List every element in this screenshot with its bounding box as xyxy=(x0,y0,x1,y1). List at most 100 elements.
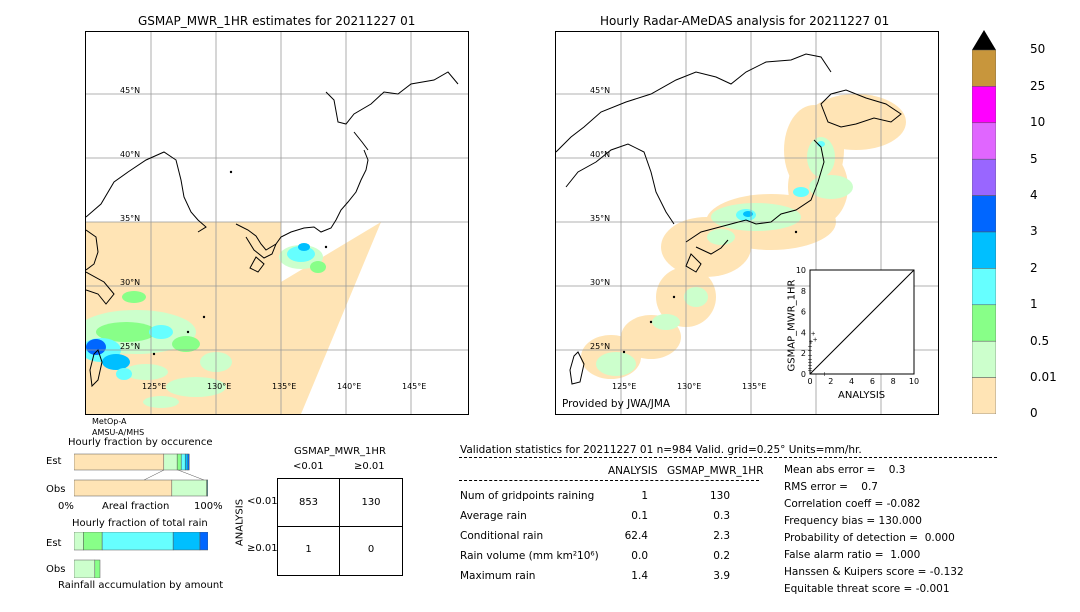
scatter-point: + xyxy=(807,352,812,359)
scatter-point: + xyxy=(807,356,812,363)
occurrence-connector xyxy=(143,469,165,481)
row-label-5: Maximum rain xyxy=(460,570,536,582)
scatter-ylabel: GSMAP_MWR_1HR xyxy=(786,279,798,372)
occurrence-bar-segment xyxy=(176,453,182,471)
cb-label-10: 10 xyxy=(1030,115,1046,129)
occurrence-bar-segment xyxy=(73,479,173,497)
colorbar-segment xyxy=(971,158,997,196)
left-lat-35: 35°N xyxy=(120,214,141,223)
cb-label-0: 0 xyxy=(1030,406,1038,420)
right-lat-30: 30°N xyxy=(590,278,611,287)
left-lat-25: 25°N xyxy=(120,342,141,351)
occurrence-bar-segment xyxy=(184,453,189,471)
colorbar-segment xyxy=(971,122,997,160)
contingency-row-2: ≥0.01 xyxy=(247,543,278,554)
left-map-title: GSMAP_MWR_1HR estimates for 20211227 01 xyxy=(138,14,416,28)
sensor-line-1: MetOp-A xyxy=(92,417,127,426)
scatter-point: + xyxy=(807,348,812,355)
colorbar-segment xyxy=(971,231,997,269)
score-7: Hanssen & Kuipers score = -0.132 xyxy=(784,566,964,578)
left-lon-145: 145°E xyxy=(402,382,427,391)
total-rain-bars xyxy=(73,531,209,579)
validation-col-gsmap: GSMAP_MWR_1HR xyxy=(667,465,764,477)
row-gsmap-2: 0.3 xyxy=(713,510,730,522)
left-lat-45: 45°N xyxy=(120,86,141,95)
scatter-xtick: 0 xyxy=(807,377,812,386)
colorbar-segment xyxy=(971,304,997,342)
scatter-ytick: 10 xyxy=(796,266,806,275)
cell-01: 130 xyxy=(361,497,381,508)
cb-label-2: 2 xyxy=(1030,261,1038,275)
colorbar-canvas xyxy=(971,30,997,415)
rain-blobs-left xyxy=(86,243,326,408)
cb-label-4: 4 xyxy=(1030,188,1038,202)
cell-11: 0 xyxy=(367,544,375,555)
sensor-line-2: AMSU-A/MHS xyxy=(92,428,145,437)
total-rain-est-label: Est xyxy=(46,538,62,549)
scatter-xtick: 10 xyxy=(909,377,919,386)
scatter-point: + xyxy=(807,368,812,375)
scatter-point: + xyxy=(811,330,816,337)
row-gsmap-1: 130 xyxy=(709,490,730,502)
validation-subdivider xyxy=(459,480,759,481)
occurrence-connector xyxy=(177,469,205,481)
colorbar-segment xyxy=(971,86,997,124)
left-lon-130: 130°E xyxy=(207,382,232,391)
scatter-xtick: 8 xyxy=(891,377,896,386)
row-gsmap-5: 3.9 xyxy=(713,570,730,582)
left-lon-135: 135°E xyxy=(272,382,297,391)
row-analysis-3: 62.4 xyxy=(624,530,648,542)
total-rain-bar-segment xyxy=(73,531,84,551)
total-rain-bar-segment xyxy=(94,559,101,579)
colorbar-segment xyxy=(971,377,997,415)
total-rain-bar-segment xyxy=(83,531,103,551)
total-rain-canvas xyxy=(73,531,209,579)
scatter-point: + xyxy=(807,360,812,367)
scatter-xtick: 2 xyxy=(828,377,833,386)
contingency-col-2: ≥0.01 xyxy=(354,461,385,472)
occurrence-axis-right: 100% xyxy=(194,501,223,512)
occurrence-axis-mid: Areal fraction xyxy=(102,501,170,512)
total-rain-footer: Rainfall accumulation by amount xyxy=(58,580,224,591)
contingency-col-1: <0.01 xyxy=(293,461,324,472)
scatter-ytick: 0 xyxy=(801,370,806,379)
cb-label-0.5: 0.5 xyxy=(1030,334,1050,348)
scatter-point: + xyxy=(813,337,818,344)
row-analysis-1: 1 xyxy=(641,490,648,502)
row-analysis-4: 0.0 xyxy=(631,550,648,562)
credit-text: Provided by JWA/JMA xyxy=(562,398,671,410)
radar-rain xyxy=(596,137,853,376)
total-rain-bar-segment xyxy=(172,531,201,551)
total-rain-title: Hourly fraction of total rain xyxy=(72,518,208,529)
scatter-point: + xyxy=(822,371,827,378)
scatter-xtick: 4 xyxy=(849,377,854,386)
scatter-ytick: 6 xyxy=(801,308,806,317)
colorbar-segment xyxy=(971,195,997,233)
validation-header: Validation statistics for 20211227 01 n=… xyxy=(460,444,862,456)
total-rain-bar-segment xyxy=(199,531,209,551)
scatter-ytick: 2 xyxy=(801,349,806,358)
colorbar-segment xyxy=(971,268,997,306)
right-map-title: Hourly Radar-AMeDAS analysis for 2021122… xyxy=(600,14,890,28)
score-6: False alarm ratio = 1.000 xyxy=(784,549,921,561)
validation-col-analysis: ANALYSIS xyxy=(608,465,658,477)
occurrence-est-label: Est xyxy=(46,456,62,467)
row-analysis-5: 1.4 xyxy=(631,570,648,582)
right-lon-130: 130°E xyxy=(677,382,702,391)
cb-label-0.01: 0.01 xyxy=(1030,370,1057,384)
contingency-side-label: ANALYSIS xyxy=(234,498,246,547)
colorbar-segment xyxy=(971,340,997,378)
scatter-ytick: 8 xyxy=(801,287,806,296)
right-lon-135: 135°E xyxy=(742,382,767,391)
contingency-title: GSMAP_MWR_1HR xyxy=(294,446,386,457)
occurrence-bar-segment xyxy=(180,453,186,471)
colorbar-arrow xyxy=(972,30,996,50)
cb-label-25: 25 xyxy=(1030,79,1046,93)
scatter-point: + xyxy=(807,366,812,373)
scatter-inset: 0 0 2 2 4 4 6 6 8 8 10 10 + + + + + + + + + + + + xyxy=(782,262,922,402)
contingency-grid: 853 130 1 0 xyxy=(277,478,403,576)
score-1: Mean abs error = 0.3 xyxy=(784,464,906,476)
left-lon-140: 140°E xyxy=(337,382,362,391)
occurrence-bar-segment xyxy=(171,479,207,497)
